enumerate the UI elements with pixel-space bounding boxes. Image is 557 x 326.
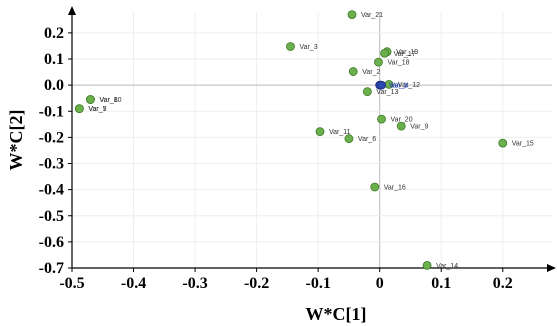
data-point	[380, 48, 390, 58]
y-tick-label: 0.0	[44, 77, 64, 94]
point-label: Var_19	[396, 49, 418, 56]
point-label: Var_3	[299, 44, 317, 51]
x-axis-arrow	[547, 264, 556, 272]
point-label: Var_20	[391, 117, 413, 124]
y-tick-label: -0.3	[39, 156, 64, 173]
point-label: Var_9	[410, 124, 428, 131]
data-point	[377, 114, 386, 124]
point-label: Var_12	[398, 82, 420, 89]
point-label: Var_15	[512, 141, 534, 148]
point-label: Var_8	[99, 97, 117, 104]
data-point	[362, 87, 372, 97]
point-label: Var_13	[376, 89, 398, 96]
data-point	[348, 67, 358, 76]
y-tick-label: -0.2	[39, 129, 64, 146]
axes	[68, 6, 556, 272]
y-tick-label: -0.6	[39, 234, 64, 251]
y-tick-label: -0.7	[39, 260, 64, 277]
data-point	[396, 121, 406, 131]
point-label: Var_10	[99, 97, 121, 104]
y-tick-label: -0.4	[39, 182, 64, 199]
x-tick-label: 0.1	[431, 275, 451, 292]
data-point	[370, 182, 380, 192]
point-label: Var_21	[361, 12, 383, 19]
data-point	[315, 127, 325, 137]
y-axis-arrow	[68, 6, 76, 15]
x-tick-label: -0.5	[59, 275, 84, 292]
point-label: Var_16	[384, 185, 406, 192]
x-tick-labels: -0.5 -0.4 -0.3 -0.2 -0.1 0 0.1 0.2	[59, 268, 513, 292]
data-point	[86, 95, 95, 104]
point-label: Var_14	[436, 263, 458, 270]
x-tick-label: -0.3	[182, 275, 207, 292]
point-label: Var_1	[389, 83, 407, 90]
point-label: Var_18	[387, 60, 409, 67]
x-axis-title: W*C[1]	[306, 304, 367, 324]
data-point	[377, 80, 386, 90]
data-point	[286, 42, 295, 51]
point-label: Var_17	[394, 51, 416, 58]
data-point	[374, 57, 383, 67]
data-point	[498, 138, 508, 148]
x-tick-label: 0.2	[493, 275, 513, 292]
point-label: Var_4	[391, 83, 409, 90]
point-label: Var_6	[358, 136, 376, 143]
point-label: Var_5	[88, 106, 106, 113]
point-label: Var_11	[329, 129, 351, 136]
data-point	[74, 104, 84, 114]
y-tick-label: -0.5	[39, 208, 64, 225]
data-point	[422, 260, 432, 270]
y-tick-labels: 0.2 0.1 0.0 -0.1 -0.2 -0.3 -0.4 -0.5 -0.6 -0.7	[39, 25, 72, 277]
x-tick-label: -0.1	[305, 275, 330, 292]
x-tick-label: 0	[376, 275, 384, 292]
y-tick-label: -0.1	[39, 103, 64, 120]
x-tick-label: -0.4	[121, 275, 146, 292]
y-axis-title: W*C[2]	[6, 110, 26, 171]
data-point	[344, 134, 354, 144]
point-label: Var_7	[88, 106, 106, 113]
x-tick-label: -0.2	[244, 275, 269, 292]
point-label: Var_2	[362, 69, 380, 76]
y-tick-label: 0.1	[44, 51, 64, 68]
data-point	[347, 10, 357, 20]
y-tick-label: 0.2	[44, 25, 64, 42]
